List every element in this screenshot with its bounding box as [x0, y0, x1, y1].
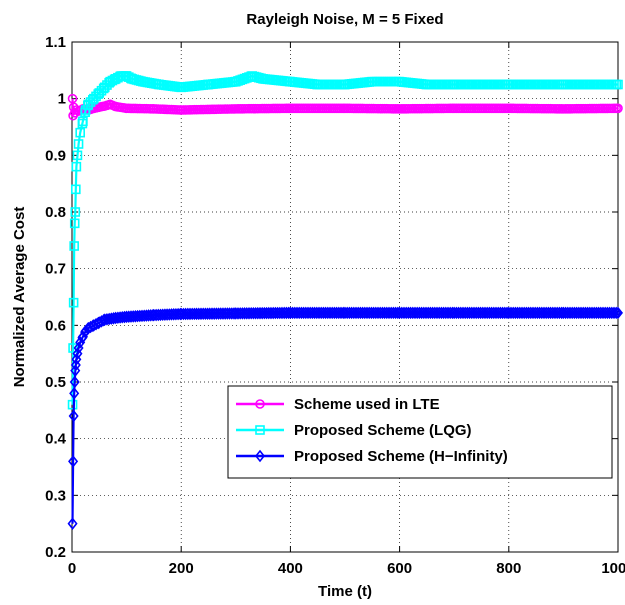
series-marker [71, 184, 81, 195]
legend-label: Scheme used in LTE [294, 396, 440, 413]
y-tick-label: 0.2 [45, 544, 66, 561]
y-axis: 0.2 0.3 0.4 0.5 0.6 0.7 0.8 0.9 1 1.1 [45, 34, 618, 561]
series-marker [612, 306, 624, 320]
x-tick-label: 400 [278, 560, 303, 577]
series-marker [155, 308, 166, 322]
y-tick-label: 1.1 [45, 34, 66, 51]
x-tick-label: 800 [496, 560, 521, 577]
y-tick-label: 0.9 [45, 147, 66, 164]
series-marker [151, 308, 162, 322]
series-1 [67, 93, 623, 121]
series-marker [78, 116, 88, 127]
series-marker [608, 306, 620, 320]
series-marker [611, 306, 622, 320]
y-tick-label: 0.8 [45, 204, 66, 221]
legend-label: Proposed Scheme (H−Infinity) [294, 448, 508, 465]
series-marker [71, 161, 82, 172]
series-marker [613, 79, 623, 90]
series-marker [70, 364, 81, 377]
x-tick-label: 600 [387, 560, 412, 577]
y-tick-label: 0.4 [45, 431, 67, 448]
series-marker [153, 308, 164, 322]
chart-title: Rayleigh Noise, M = 5 Fixed [246, 11, 443, 28]
series-layer [67, 71, 624, 530]
series-marker [70, 207, 81, 217]
series-marker [157, 308, 168, 322]
y-tick-label: 1 [58, 91, 66, 108]
series-marker [68, 455, 79, 468]
series-marker [68, 409, 79, 423]
y-tick-label: 0.6 [45, 317, 66, 334]
series-marker [75, 127, 85, 138]
series-3 [67, 306, 624, 530]
legend-swatch-marker [255, 425, 265, 435]
legend-label: Proposed Scheme (LQG) [294, 422, 472, 439]
y-tick-label: 0.7 [45, 261, 66, 278]
series-marker [164, 308, 175, 321]
y-tick-label: 0.3 [45, 487, 66, 504]
x-tick-label: 200 [169, 560, 194, 577]
series-marker [168, 308, 179, 321]
series-line [71, 74, 618, 405]
series-marker [67, 399, 78, 410]
series-marker [148, 308, 159, 322]
y-axis-label: Normalized Average Cost [11, 207, 28, 388]
series-marker [69, 218, 80, 229]
series-marker [73, 139, 84, 149]
series-marker [70, 358, 81, 372]
series-marker [68, 297, 79, 308]
y-tick-label: 0.5 [45, 374, 66, 391]
legend: Scheme used in LTE Proposed Scheme (LQG) P… [227, 385, 613, 479]
legend-box [227, 385, 613, 479]
series-marker [162, 308, 173, 321]
series-marker [69, 375, 80, 389]
series-marker [613, 103, 623, 114]
series-2 [67, 71, 623, 410]
plot-area-frame [71, 41, 619, 553]
series-marker [67, 517, 78, 530]
series-marker [166, 308, 177, 321]
x-axis-label: Time (t) [318, 583, 372, 600]
series-marker [72, 150, 83, 161]
series-marker [69, 387, 80, 400]
legend-swatch-marker [254, 449, 266, 463]
series-marker [69, 241, 79, 251]
series-marker [159, 308, 170, 321]
legend-swatch-marker [255, 399, 265, 409]
x-tick-label: 0 [68, 560, 76, 577]
